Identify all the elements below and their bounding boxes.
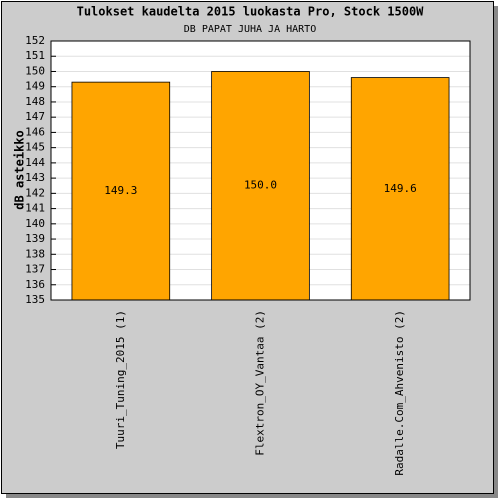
y-tick-label: 143 xyxy=(25,171,45,184)
y-tick-label: 151 xyxy=(25,49,45,62)
y-tick-label: 149 xyxy=(25,80,45,93)
chart-title: Tulokset kaudelta 2015 luokasta Pro, Sto… xyxy=(77,5,425,19)
y-tick-label: 147 xyxy=(25,110,45,123)
chart-subtitle: DB PAPAT JUHA JA HARTO xyxy=(184,24,316,35)
y-tick-label: 139 xyxy=(25,232,45,245)
y-tick-label: 146 xyxy=(25,125,45,138)
y-tick-label: 136 xyxy=(25,278,45,291)
x-tick-label: Flextron_OY_Vantaa (2) xyxy=(254,310,267,456)
value-label: 149.6 xyxy=(384,182,417,195)
value-label: 150.0 xyxy=(244,179,277,192)
bar xyxy=(350,77,450,301)
y-tick-label: 144 xyxy=(25,156,45,169)
y-tick-label: 141 xyxy=(25,202,45,215)
y-tick-label: 145 xyxy=(25,141,45,154)
y-tick-label: 152 xyxy=(25,34,45,47)
bar xyxy=(211,71,310,301)
y-tick-label: 140 xyxy=(25,217,45,230)
x-tick-label: Radalle.Com_Ahvenisto (2) xyxy=(393,310,406,476)
bar xyxy=(71,81,171,301)
y-tick-label: 148 xyxy=(25,95,45,108)
value-label: 149.3 xyxy=(104,184,137,197)
x-tick-label: Tuuri_Tuning_2015 (1) xyxy=(114,310,127,449)
plot-border xyxy=(50,40,471,301)
y-tick-label: 150 xyxy=(25,64,45,77)
y-tick-label: 142 xyxy=(25,186,45,199)
y-tick-label: 135 xyxy=(25,293,45,306)
y-tick-label: 138 xyxy=(25,247,45,260)
y-tick-label: 137 xyxy=(25,263,45,276)
y-axis-label: dB asteikko xyxy=(13,130,27,209)
